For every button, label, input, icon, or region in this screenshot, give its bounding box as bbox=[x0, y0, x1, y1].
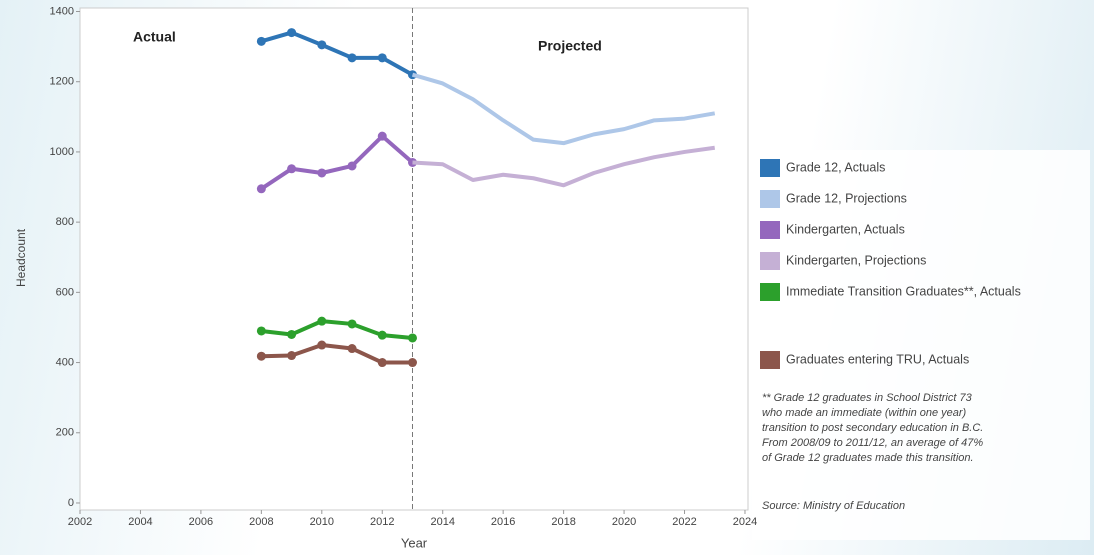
series-line bbox=[261, 343, 413, 365]
series-line bbox=[412, 145, 716, 188]
y-tick-label: 400 bbox=[56, 356, 74, 368]
point bbox=[287, 164, 297, 174]
point bbox=[317, 340, 327, 350]
series-line bbox=[411, 72, 716, 146]
point bbox=[407, 358, 417, 368]
annotation: Projected bbox=[538, 38, 602, 54]
y-axis-label: Headcount bbox=[14, 228, 28, 287]
x-tick-label: 2008 bbox=[249, 516, 273, 528]
y-tick-label: 800 bbox=[56, 216, 74, 228]
series-line bbox=[260, 30, 414, 77]
x-tick-label: 2012 bbox=[370, 516, 394, 528]
point bbox=[407, 333, 417, 343]
x-tick-label: 2006 bbox=[189, 516, 213, 528]
legend-swatch bbox=[760, 351, 780, 369]
point bbox=[377, 358, 387, 368]
series-line bbox=[261, 319, 413, 340]
point bbox=[256, 351, 266, 361]
legend-swatch bbox=[760, 252, 780, 270]
y-tick-label: 1400 bbox=[50, 5, 74, 17]
x-tick-label: 2010 bbox=[310, 516, 334, 528]
y-tick-label: 1200 bbox=[50, 76, 74, 88]
footnote: of Grade 12 graduates made this transiti… bbox=[762, 452, 974, 464]
legend-label: Graduates entering TRU, Actuals bbox=[786, 352, 969, 366]
legend-label: Kindergarten, Projections bbox=[786, 253, 926, 267]
x-tick-label: 2016 bbox=[491, 516, 515, 528]
series-line bbox=[260, 134, 414, 191]
source: Source: Ministry of Education bbox=[762, 500, 905, 512]
point bbox=[317, 40, 327, 50]
footnote: ** Grade 12 graduates in School District… bbox=[762, 392, 973, 404]
footnote: From 2008/09 to 2011/12, an average of 4… bbox=[762, 437, 983, 449]
y-tick-label: 200 bbox=[56, 427, 74, 439]
legend-label: Immediate Transition Graduates**, Actual… bbox=[786, 284, 1021, 298]
point bbox=[256, 326, 266, 336]
point bbox=[347, 161, 357, 171]
legend-label: Grade 12, Projections bbox=[786, 191, 907, 205]
y-tick-label: 1000 bbox=[50, 146, 74, 158]
x-tick-label: 2002 bbox=[68, 516, 92, 528]
x-tick-label: 2024 bbox=[733, 516, 757, 528]
x-axis-label: Year bbox=[401, 535, 428, 550]
point bbox=[287, 351, 297, 361]
legend-label: Kindergarten, Actuals bbox=[786, 222, 905, 236]
legend-swatch bbox=[760, 190, 780, 208]
legend-swatch bbox=[760, 221, 780, 239]
point bbox=[317, 316, 327, 326]
x-tick-label: 2018 bbox=[551, 516, 575, 528]
point bbox=[347, 53, 357, 63]
footnote: transition to post secondary education i… bbox=[762, 422, 983, 434]
point bbox=[256, 36, 266, 46]
x-tick-label: 2014 bbox=[430, 516, 454, 528]
point bbox=[287, 28, 297, 38]
point bbox=[377, 330, 387, 340]
legend-panel bbox=[752, 150, 1090, 540]
point bbox=[287, 329, 297, 339]
plot-area bbox=[79, 7, 749, 511]
y-tick-label: 600 bbox=[56, 286, 74, 298]
footnote: who made an immediate (within one year) bbox=[762, 407, 967, 419]
point bbox=[317, 168, 327, 178]
x-tick-label: 2022 bbox=[672, 516, 696, 528]
point bbox=[377, 131, 387, 141]
annotation: Actual bbox=[133, 29, 176, 45]
point bbox=[347, 344, 357, 354]
x-tick-label: 2004 bbox=[128, 516, 152, 528]
legend-swatch bbox=[760, 159, 780, 177]
legend-label: Grade 12, Actuals bbox=[786, 160, 885, 174]
y-tick-label: 0 bbox=[68, 497, 74, 509]
point bbox=[377, 53, 387, 63]
point bbox=[256, 184, 266, 194]
x-tick-label: 2020 bbox=[612, 516, 636, 528]
legend-swatch bbox=[760, 283, 780, 301]
point bbox=[347, 319, 357, 329]
